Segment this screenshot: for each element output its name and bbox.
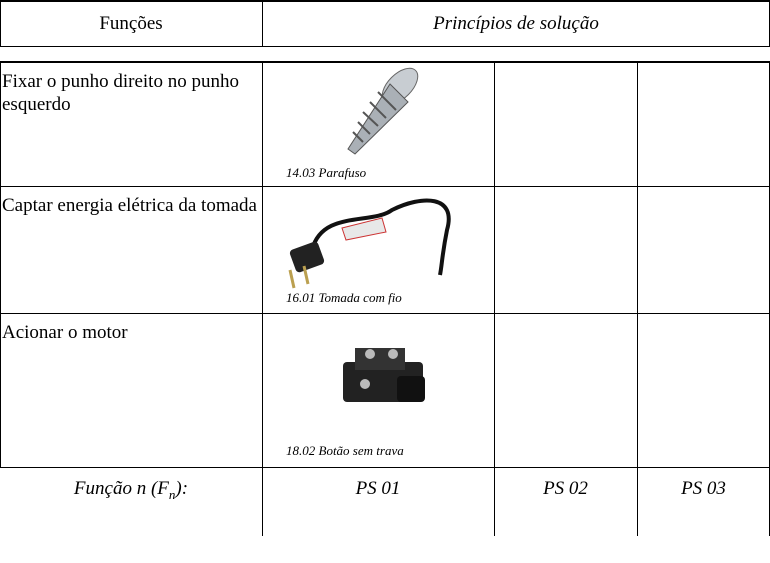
rule bbox=[0, 46, 770, 47]
screw-image bbox=[347, 67, 419, 155]
footer-column: PS 01 bbox=[355, 478, 401, 499]
rule bbox=[0, 0, 1, 47]
footer-label-suffix: ): bbox=[175, 478, 189, 499]
rule bbox=[0, 467, 770, 468]
footer-label-subscript: n bbox=[168, 486, 176, 502]
footer-column: PS 02 bbox=[543, 478, 588, 499]
plug-image bbox=[288, 198, 451, 289]
switch-image bbox=[343, 348, 425, 402]
rule bbox=[0, 62, 1, 468]
footer-label-text: Função n (F bbox=[73, 478, 169, 499]
rule bbox=[0, 186, 770, 187]
solution-caption: 14.03 Parafuso bbox=[286, 165, 367, 180]
footer-column: PS 03 bbox=[681, 478, 726, 499]
solution-caption: 18.02 Botão sem trava bbox=[286, 443, 404, 458]
rule bbox=[0, 61, 770, 63]
header-principles: Princípios de solução bbox=[433, 13, 599, 34]
solution-caption: 16.01 Tomada com fio bbox=[286, 290, 402, 305]
footer-label: Função n (Fn): bbox=[0, 477, 262, 506]
function-text: Acionar o motor bbox=[2, 322, 128, 343]
rule bbox=[0, 0, 770, 2]
header-functions: Funções bbox=[99, 13, 163, 34]
function-text: Fixar o punho direito no punho esquerdo bbox=[2, 71, 239, 115]
rule bbox=[0, 313, 770, 314]
rule bbox=[262, 62, 263, 536]
rule bbox=[637, 62, 638, 536]
rule bbox=[494, 62, 495, 536]
rule bbox=[262, 0, 263, 47]
function-text: Captar energia elétrica da tomada bbox=[2, 195, 257, 216]
